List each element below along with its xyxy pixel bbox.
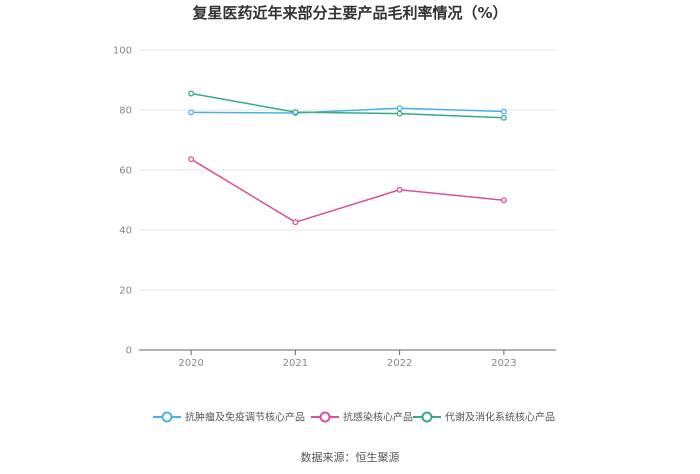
series-line <box>190 92 504 119</box>
series-line <box>190 158 504 224</box>
x-tick-label: 2022 <box>387 358 412 369</box>
data-point <box>500 114 507 121</box>
y-tick-label: 60 <box>119 166 132 177</box>
x-tick-labels: 2020 2021 2022 2023 <box>178 358 516 369</box>
data-point <box>500 197 507 204</box>
series-lines <box>188 90 507 226</box>
chart-title: 复星医药近年来部分主要产品毛利率情况（%） <box>191 4 507 22</box>
legend-label: 抗肿瘤及免疫调节核心产品 <box>185 411 305 424</box>
data-point <box>188 90 195 97</box>
legend-marker <box>319 411 331 423</box>
y-tick-label: 80 <box>119 106 132 117</box>
data-point <box>500 108 507 115</box>
y-tick-label: 100 <box>113 46 132 57</box>
legend-item-2: 抗感染核心产品 <box>311 411 413 424</box>
data-point <box>396 110 403 117</box>
series-1 <box>188 105 507 116</box>
data-point <box>396 105 403 112</box>
series-3 <box>188 90 507 121</box>
legend: 抗肿瘤及免疫调节核心产品 抗感染核心产品 代谢及消化系统核心产品 <box>153 411 555 424</box>
legend-label: 抗感染核心产品 <box>343 411 413 424</box>
data-point <box>188 109 195 116</box>
x-axis <box>139 349 556 355</box>
legend-label: 代谢及消化系统核心产品 <box>445 411 555 424</box>
data-point <box>396 186 403 193</box>
y-tick-label: 0 <box>126 346 132 357</box>
data-point <box>292 109 299 116</box>
legend-item-1: 抗肿瘤及免疫调节核心产品 <box>153 411 305 424</box>
series-2 <box>188 156 507 226</box>
data-point <box>292 219 299 226</box>
series-line <box>191 107 504 114</box>
x-tick-label: 2021 <box>283 358 308 369</box>
data-point <box>188 156 195 163</box>
legend-marker <box>421 411 433 423</box>
x-tick-label: 2020 <box>178 358 203 369</box>
y-axis: 0 20 40 60 80 100 <box>113 46 132 357</box>
grid <box>139 49 556 291</box>
y-tick-label: 20 <box>119 286 132 297</box>
x-tick-label: 2023 <box>491 358 516 369</box>
legend-marker <box>161 411 173 423</box>
y-tick-label: 40 <box>119 226 132 237</box>
source-note: 数据来源：恒生聚源 <box>301 450 400 464</box>
legend-item-3: 代谢及消化系统核心产品 <box>413 411 555 424</box>
